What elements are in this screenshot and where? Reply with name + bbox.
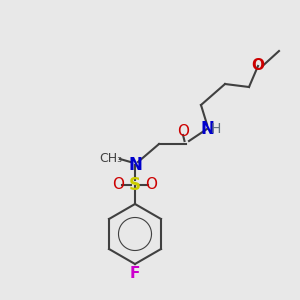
Text: O: O [177, 124, 189, 140]
Text: O: O [112, 177, 124, 192]
Text: F: F [130, 266, 140, 280]
Text: O: O [146, 177, 158, 192]
Text: N: N [200, 120, 214, 138]
Text: S: S [129, 176, 141, 194]
Text: N: N [128, 156, 142, 174]
Text: O: O [251, 58, 265, 74]
Text: CH₃: CH₃ [99, 152, 123, 166]
Text: H: H [211, 122, 221, 136]
